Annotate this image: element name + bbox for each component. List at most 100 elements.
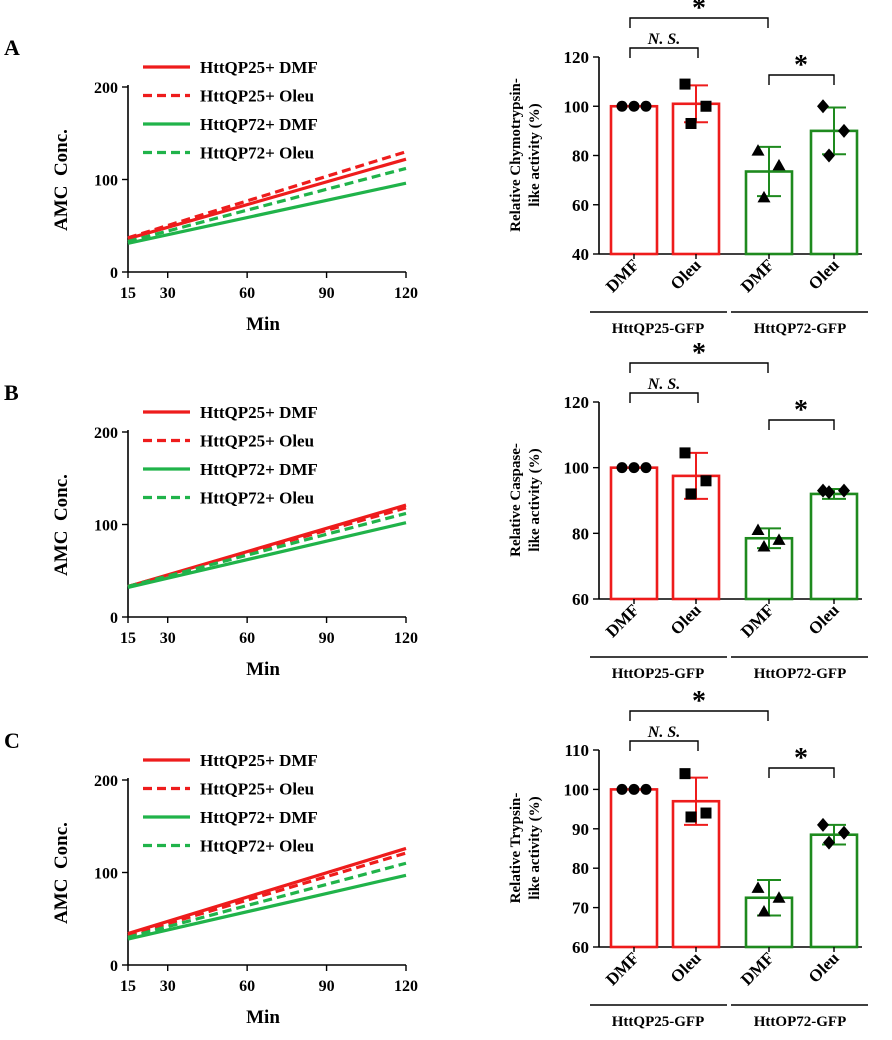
data-point [679,768,691,780]
significance-bracket [629,740,699,751]
data-point [700,100,712,112]
data-point [685,811,697,823]
y-axis-label-line1: Relative Caspase- [508,443,524,557]
series-line [127,150,407,240]
significance-bracket [629,362,769,373]
x-category-label: DMF [737,255,778,296]
x-category-label: Oleu [667,255,705,293]
significance-star: * [794,395,808,426]
y-axis-label-line1: Relative Trypsin- [508,793,524,904]
legend-label: HttQP25+ Oleu [200,87,314,106]
line-chart-panel-4-0: 0 100 200 15 30 60 90 120 Min AMC Conc. HttQP25+ D… [51,58,418,335]
data-point [757,905,771,917]
data-point [640,100,652,112]
ns-label: N. S. [647,31,680,48]
y-axis-label-line2: like activity (%) [527,796,543,899]
legend-label: HttQP72+ DMF [200,808,318,827]
x-tick-label: 30 [160,978,176,995]
data-point [628,783,640,795]
x-category-label: DMF [737,948,778,989]
x-category-label: DMF [602,948,643,989]
x-tick-label: 15 [120,978,136,995]
legend-label: HttQP72+ DMF [200,115,318,134]
y-tick-label: 70 [572,899,589,918]
data-point [628,100,640,112]
panel-label: C [4,728,20,753]
legend-label: HttQP25+ DMF [200,403,318,422]
x-axis-label: Min [246,659,280,680]
x-category-label: Oleu [805,948,843,986]
data-point [757,190,771,203]
y-tick-label: 60 [572,938,589,957]
bar [809,833,859,949]
x-category-label: Oleu [805,255,843,293]
significance-bracket [629,47,699,58]
data-point [823,148,835,163]
series-line [127,521,407,589]
significance-bracket [629,392,699,403]
x-tick-label: 120 [394,978,418,995]
bar-chart-panel-2: 60 70 80 90 100 110 Relative Trypsin-like acti… [508,686,868,1030]
y-tick-label: 0 [110,610,118,627]
y-tick-label: 80 [572,147,589,166]
bar [609,104,659,256]
y-axis-label: AMC Conc. [51,474,72,576]
x-tick-label: 90 [319,285,335,302]
x-axis-label: Min [246,314,280,335]
y-tick-label: 120 [564,48,590,67]
bar-chart-panel-0: 40 60 80 100 120 Relative Chymotrypsin-like a… [508,0,868,337]
y-tick-label: 200 [94,80,118,97]
data-point [685,117,697,129]
series-line [127,873,407,941]
x-tick-label: 30 [160,630,176,647]
y-tick-label: 0 [110,265,118,282]
data-point [616,783,628,795]
group-label: HttQP72-GFP [754,321,846,337]
bar [809,492,859,601]
line-chart-panel-4-2: 0 100 200 15 30 60 90 120 Min AMC Conc. HttQP25+ D… [51,751,418,1028]
data-point [838,123,850,138]
y-tick-label: 90 [572,820,589,839]
y-tick-label: 0 [110,958,118,975]
significance-star: * [692,338,706,369]
x-category-label: DMF [602,255,643,296]
data-point [757,539,771,552]
legend-label: HttQP72+ Oleu [200,144,314,163]
y-tick-label: 100 [564,97,590,116]
x-category-label: DMF [737,600,778,641]
data-point [823,485,835,500]
x-tick-label: 120 [394,630,418,647]
ns-label: N. S. [647,376,680,393]
legend-label: HttQP25+ Oleu [200,780,314,799]
y-tick-label: 80 [572,859,589,878]
group-label: HttQP25-GFP [612,321,704,337]
y-tick-label: 80 [572,524,589,543]
data-point [616,462,628,474]
y-axis-label-line1: Relative Chymotrypsin- [508,78,524,232]
x-tick-label: 15 [120,630,136,647]
x-axis-label: Min [246,1007,280,1028]
y-axis-label: AMC Conc. [51,129,72,231]
data-point [838,483,850,498]
series-line [127,846,407,936]
y-axis-label: AMC Conc. [51,822,72,924]
y-tick-label: 60 [572,196,589,215]
y-tick-label: 100 [564,459,590,478]
group-label: HttQP25-GFP [612,1014,704,1030]
data-point [772,158,786,171]
y-tick-label: 60 [572,590,589,609]
series-line [127,157,407,241]
data-point [700,475,712,487]
data-point [772,891,786,903]
data-point [751,523,765,536]
data-point [817,99,829,114]
bar [609,788,659,949]
significance-star: * [692,686,706,717]
x-tick-label: 30 [160,285,176,302]
y-tick-label: 200 [94,773,118,790]
data-point [679,78,691,90]
data-point [640,783,652,795]
x-tick-label: 90 [319,630,335,647]
significance-star: * [692,0,706,24]
